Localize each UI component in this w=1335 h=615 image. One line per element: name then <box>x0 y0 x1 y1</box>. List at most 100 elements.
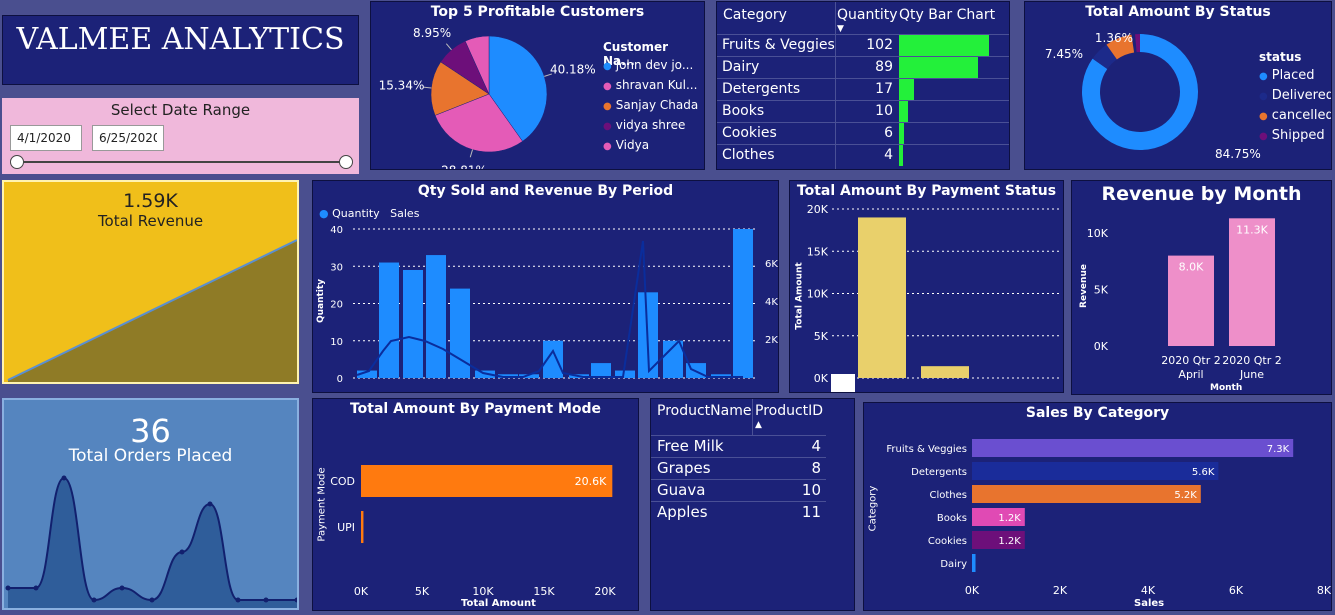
revenue-month-xtick2: April <box>1178 368 1203 381</box>
pie-leader-line <box>423 86 432 89</box>
white-square-marker <box>831 374 855 392</box>
start-date-input[interactable] <box>10 125 82 151</box>
qty-right-tick: 6K <box>765 259 778 270</box>
legend-dot-icon: ● <box>603 101 612 112</box>
payment-status-title: Total Amount By Payment Status <box>796 183 1057 199</box>
orders-point <box>179 549 185 555</box>
rm-tick: 5K <box>1094 284 1109 297</box>
donut-slice <box>1082 34 1198 150</box>
table-row[interactable]: Fruits & Veggies 102 <box>717 34 1009 57</box>
product-id-cell: 11 <box>801 503 821 521</box>
pm-category-label: UPI <box>337 521 355 534</box>
qty-left-tick: 40 <box>330 225 343 236</box>
orders-point <box>235 597 241 603</box>
qty-data-bar <box>899 57 978 78</box>
payment-mode-panel: Total Amount By Payment Mode Payment Mod… <box>312 398 639 611</box>
table-row[interactable]: Dairy 89 <box>717 56 1009 79</box>
customer-legend-label: john dev jo... <box>615 58 694 72</box>
date-range-label: Select Date Range <box>110 101 251 119</box>
table-row[interactable]: Books 10 <box>717 100 1009 123</box>
status-legend-title: status <box>1259 50 1302 64</box>
revenue-trend-line <box>7 239 297 381</box>
customer-legend-item[interactable]: ● vidya shree <box>603 118 698 138</box>
status-legend-item[interactable]: ● Delivered <box>1259 88 1331 108</box>
quantity-header[interactable]: Quantity <box>837 7 898 23</box>
ps-tick: 20K <box>807 203 829 216</box>
pie-data-label: 28.81% <box>441 164 487 170</box>
revenue-month-bar <box>1229 218 1275 346</box>
table-row[interactable]: Guava 10 <box>651 479 826 502</box>
table-row[interactable]: Free Milk 4 <box>651 435 826 458</box>
pie-slice <box>430 61 490 116</box>
status-legend-item[interactable]: ● cancelled <box>1259 108 1332 128</box>
payment-mode-xlabel: Total Amount <box>461 598 536 609</box>
orders-point <box>119 585 125 591</box>
customer-legend-item[interactable]: ● john dev jo... <box>603 58 698 78</box>
sc-tick: 2K <box>1053 584 1068 597</box>
orders-kpi-value: 36 <box>130 412 171 450</box>
end-date-input[interactable] <box>92 125 164 151</box>
date-slider-start-handle[interactable] <box>10 155 24 169</box>
sales-category-bar <box>972 439 1294 457</box>
quantity-cell: 6 <box>884 125 893 141</box>
table-row[interactable]: Clothes 4 <box>717 144 1009 167</box>
orders-kpi-label: Total Orders Placed <box>68 446 233 466</box>
sort-desc-icon: ▼ <box>837 24 844 34</box>
orders-point <box>149 597 155 603</box>
table-row[interactable]: Apples 11 <box>651 501 826 524</box>
table-row[interactable]: Detergents 17 <box>717 78 1009 101</box>
payment-mode-bar <box>361 511 364 543</box>
sc-data-label: 5.2K <box>1174 490 1197 501</box>
qty-bar-header[interactable]: Qty Bar Chart <box>899 7 996 23</box>
qty-data-bar <box>899 145 903 166</box>
customer-legend-item[interactable]: ● shravan Kul... <box>603 78 698 98</box>
payment-mode-bar <box>361 465 613 497</box>
quantity-legend-marker: ● <box>319 207 329 220</box>
sc-category-label: Clothes <box>930 490 968 501</box>
legend-dot-icon: ● <box>603 61 612 72</box>
table-row[interactable]: Grapes 8 <box>651 457 826 480</box>
product-id-header[interactable]: ProductID <box>755 403 824 419</box>
date-slider-track[interactable] <box>15 161 347 163</box>
status-legend-item[interactable]: ● Shipped <box>1259 128 1331 148</box>
status-donut-chart: 84.75% 7.45% 1.36% <box>1045 31 1261 161</box>
status-legend: ● Placed ● Delivered ● cancelled ● Shipped <box>1259 68 1332 148</box>
quantity-cell: 4 <box>884 147 893 163</box>
quantity-bar <box>450 288 470 378</box>
quantity-bar <box>519 374 539 378</box>
pm-tick: 20K <box>594 585 616 598</box>
customer-legend-label: shravan Kul... <box>615 78 698 92</box>
sc-category-label: Cookies <box>928 536 967 547</box>
date-slider-end-handle[interactable] <box>339 155 353 169</box>
category-cell: Dairy <box>722 59 760 75</box>
category-cell: Cookies <box>722 125 777 141</box>
pm-tick: 0K <box>354 585 369 598</box>
quantity-bar <box>403 269 423 378</box>
customer-legend-item[interactable]: ● Sanjay Chada <box>603 98 698 118</box>
qty-left-tick: 20 <box>330 300 343 311</box>
sc-category-label: Dairy <box>940 559 967 570</box>
product-name-cell: Free Milk <box>657 437 724 455</box>
quantity-cell: 17 <box>875 81 893 97</box>
donut-slice <box>1106 34 1135 60</box>
customer-legend-label: Sanjay Chada <box>615 98 699 112</box>
status-legend-item[interactable]: ● Placed <box>1259 68 1331 88</box>
quantity-cell: 89 <box>875 59 893 75</box>
qty-data-bar <box>899 79 914 100</box>
customer-legend-item[interactable]: ● Vidya <box>603 138 698 158</box>
revenue-month-xlabel: Month <box>1210 383 1243 393</box>
revenue-month-xtick: 2020 Qtr 2 <box>1222 354 1281 367</box>
donut-slice <box>1135 34 1140 53</box>
quantity-bar <box>543 340 563 378</box>
table-row[interactable]: Cookies 6 <box>717 122 1009 145</box>
orders-point <box>294 597 297 603</box>
category-table-panel: Category Quantity ▼ Qty Bar Chart Fruits… <box>716 1 1010 170</box>
product-name-header[interactable]: ProductName <box>657 403 752 419</box>
category-header[interactable]: Category <box>723 7 787 23</box>
sc-data-label: 5.6K <box>1192 467 1215 478</box>
sales-line <box>356 240 743 378</box>
status-legend-label: cancelled <box>1271 108 1332 123</box>
product-table-panel: ProductName ProductID ▲ Free Milk 4 Grapes… <box>650 398 855 611</box>
customers-pie-title: Top 5 Profitable Customers <box>430 4 645 20</box>
payment-status-panel: Total Amount By Payment Status Total Amo… <box>789 180 1064 393</box>
